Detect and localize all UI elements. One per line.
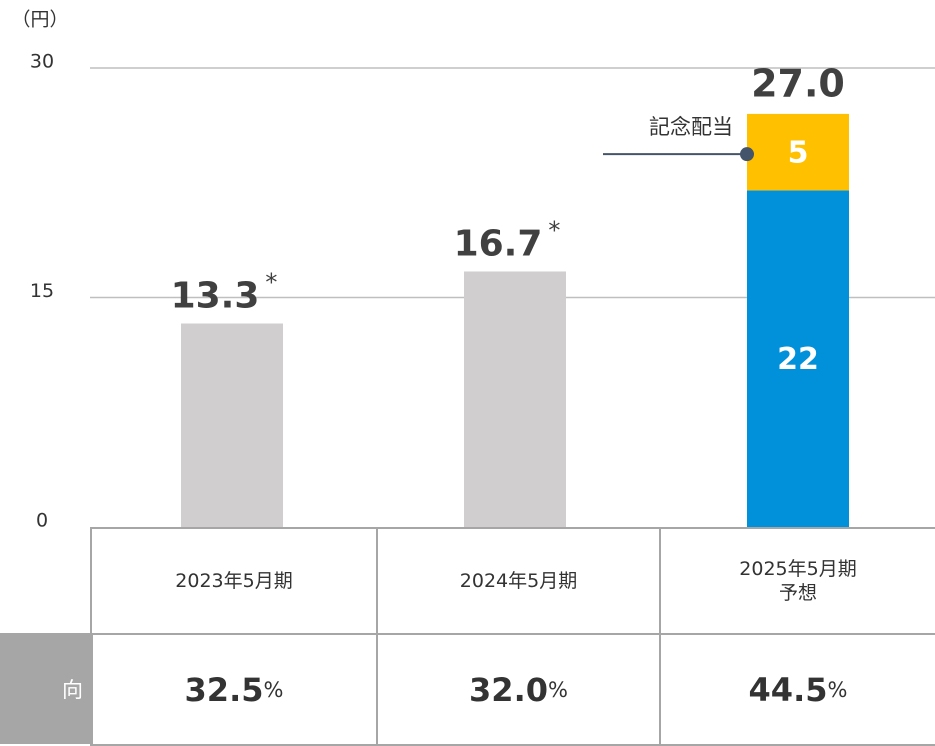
category-cell: 2024年5月期 bbox=[376, 527, 661, 635]
category-cell: 2025年5月期 予想 bbox=[659, 527, 935, 635]
total-label: 27.0 bbox=[751, 61, 845, 105]
value-label: 16.7 * bbox=[454, 216, 561, 264]
table-unit: % bbox=[547, 677, 568, 702]
bar bbox=[181, 323, 283, 527]
table-unit: % bbox=[827, 677, 848, 702]
segment-label: 5 bbox=[788, 136, 809, 171]
table-value: 44.5 bbox=[748, 670, 828, 709]
value-label-text: 13.3 bbox=[171, 276, 260, 317]
y-tick-label: 30 bbox=[30, 51, 54, 73]
category-cell: 2023年5月期 bbox=[90, 527, 378, 635]
y-tick-label: 0 bbox=[36, 510, 48, 532]
y-unit: （円） bbox=[11, 9, 68, 31]
table-value: 32.5 bbox=[184, 670, 264, 709]
value-label-text: 16.7 bbox=[454, 223, 543, 264]
value-cell: 32.5% bbox=[90, 633, 378, 746]
y-tick-label: 15 bbox=[30, 280, 54, 302]
callout-label: 記念配当 bbox=[649, 115, 733, 139]
segment-label: 22 bbox=[777, 342, 819, 377]
bar bbox=[464, 271, 566, 527]
table-unit: % bbox=[263, 677, 284, 702]
note-mark: * bbox=[548, 216, 560, 244]
value-label: 13.3 * bbox=[171, 269, 278, 317]
callout-dot bbox=[740, 147, 754, 162]
table-value: 32.0 bbox=[469, 670, 548, 709]
bar bbox=[747, 190, 849, 527]
value-cell: 32.0% bbox=[376, 633, 661, 746]
row-header: 向 bbox=[0, 633, 93, 744]
bar bbox=[747, 113, 849, 191]
note-mark: * bbox=[265, 269, 277, 297]
value-cell: 44.5% bbox=[659, 633, 935, 746]
